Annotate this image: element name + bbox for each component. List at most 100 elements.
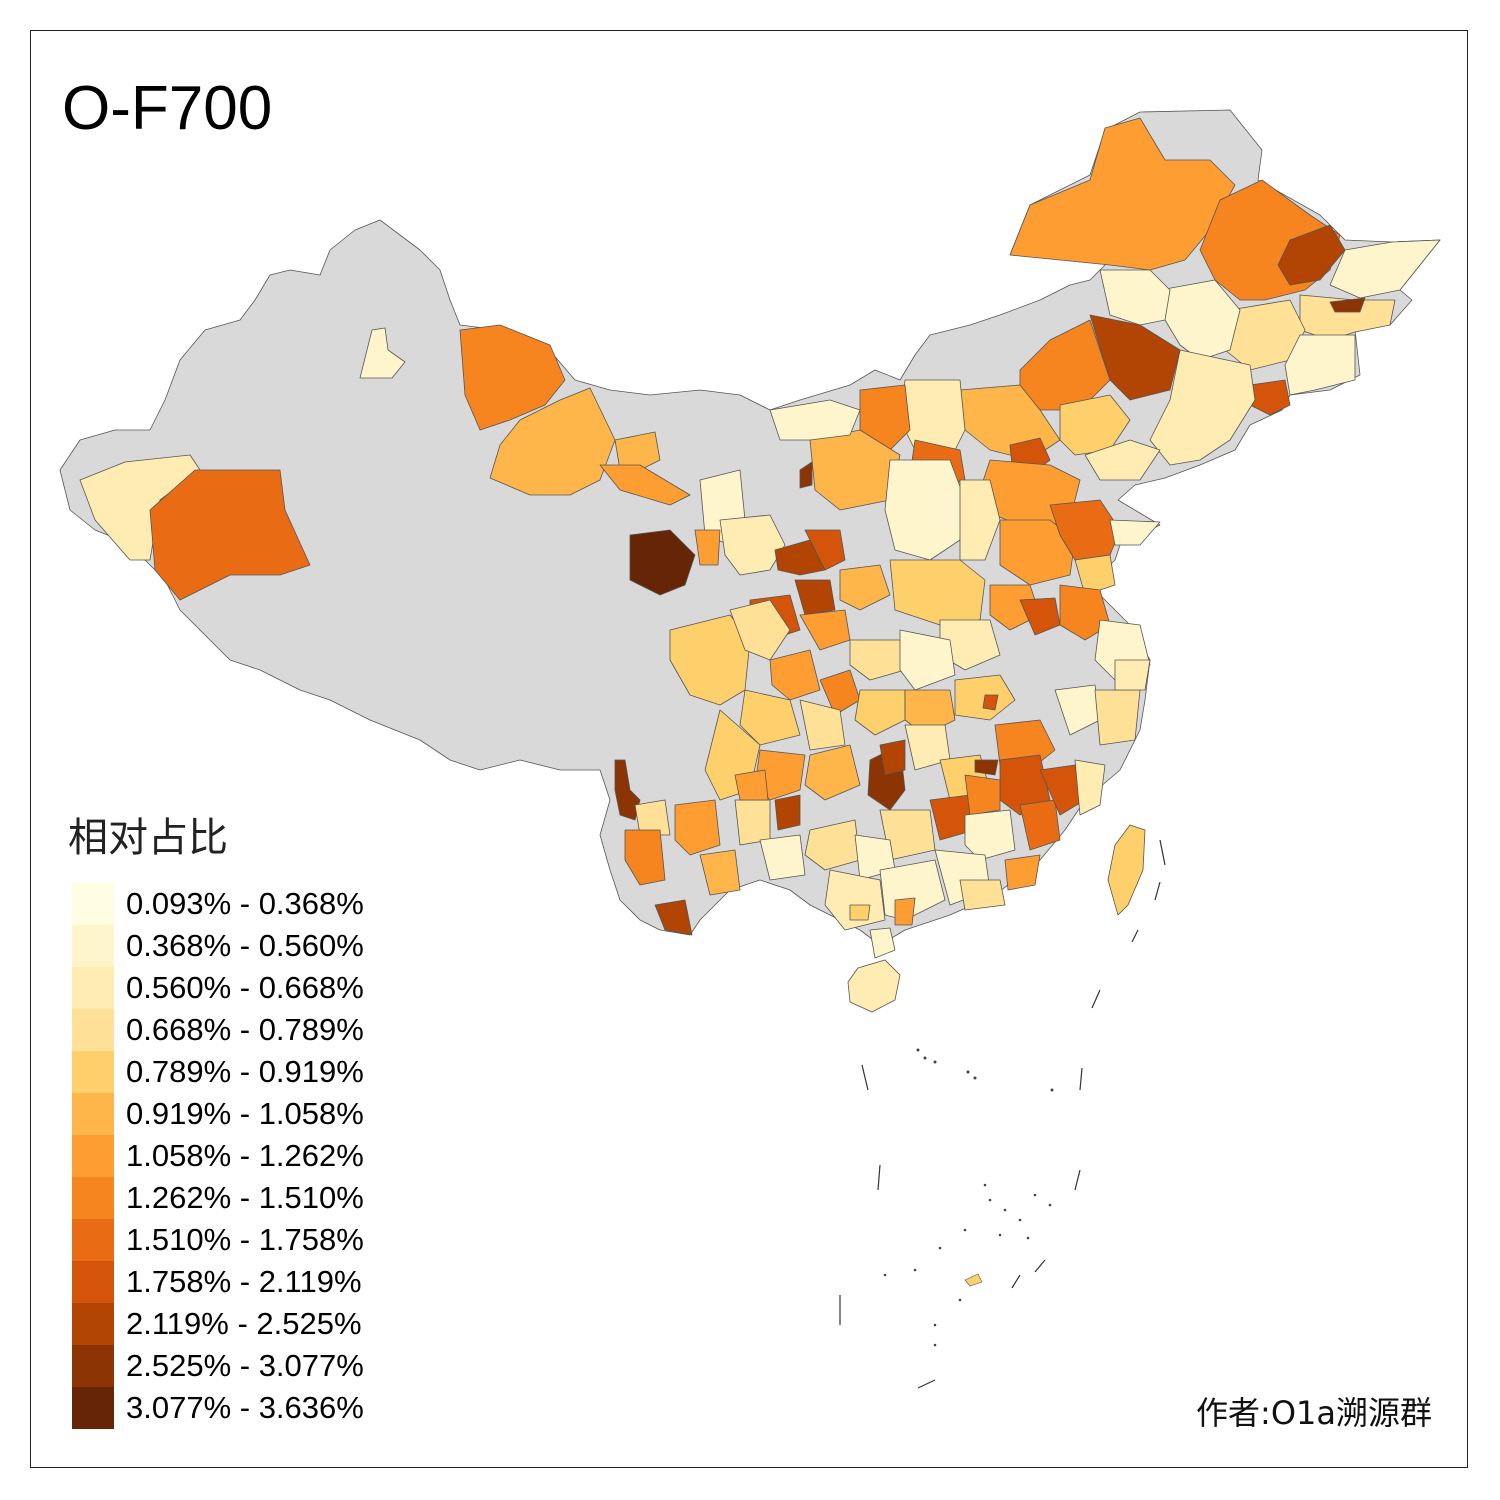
legend-swatch: [72, 1261, 114, 1303]
region-urumqi: [359, 327, 406, 379]
region-ganzhou: [964, 809, 1016, 861]
legend-item: 0.368% - 0.560%: [72, 925, 432, 967]
region-beihai: [849, 904, 871, 921]
region-enshi: [854, 689, 906, 736]
region-shaanxi-c: [839, 564, 891, 611]
legend-swatch: [72, 925, 114, 967]
region-haixi: [629, 529, 696, 596]
legend-swatch: [72, 1177, 114, 1219]
region-kashgar: [79, 454, 201, 561]
legend-label: 0.560% - 0.668%: [126, 970, 364, 1005]
map-frame: [30, 30, 1468, 1468]
region-qingdao: [1074, 554, 1116, 596]
region-dali: [674, 799, 721, 856]
legend-label: 2.525% - 3.077%: [126, 1348, 364, 1383]
region-bijie: [804, 819, 861, 871]
legend-label: 1.510% - 1.758%: [126, 1222, 364, 1257]
region-huaihua: [879, 739, 906, 776]
legend-swatch: [72, 967, 114, 1009]
region-guangxi-w: [824, 869, 886, 931]
region-nanchong: [799, 699, 846, 751]
legend-swatch: [72, 1387, 114, 1429]
legend-label: 1.262% - 1.510%: [126, 1180, 364, 1215]
region-yulin: [804, 529, 846, 571]
region-weihai: [1109, 519, 1161, 546]
region-fujian-w: [1019, 799, 1061, 851]
region-hainan: [847, 959, 901, 1013]
region-liaoning-e: [1284, 334, 1356, 396]
region-zhanjiang: [869, 927, 896, 959]
legend-item: 0.560% - 0.668%: [72, 967, 432, 1009]
legend-item: 2.525% - 3.077%: [72, 1345, 432, 1387]
legend-item: 1.262% - 1.510%: [72, 1177, 432, 1219]
region-jiangxi-e: [974, 759, 999, 776]
legend-swatch: [72, 883, 114, 925]
region-guangzhou: [959, 879, 1006, 911]
legend-item: 0.093% - 0.368%: [72, 883, 432, 925]
region-zhejiang-e: [1094, 689, 1141, 746]
region-tangshan: [1084, 439, 1161, 481]
region-shandong-w: [999, 519, 1076, 586]
region-harbin: [1277, 224, 1346, 286]
region-shanxi-c: [884, 459, 966, 561]
legend-swatch: [72, 1345, 114, 1387]
legend-item: 1.758% - 2.119%: [72, 1261, 432, 1303]
legend-title: 相对占比: [68, 815, 228, 861]
region-chengdu: [739, 689, 801, 746]
region-wenshan: [759, 834, 806, 881]
region-liaoning-c: [1149, 349, 1256, 466]
legend-swatch: [72, 1009, 114, 1051]
region-chongqing-w: [804, 744, 861, 801]
legend-label: 0.919% - 1.058%: [126, 1096, 364, 1131]
region-mudanjiang: [1329, 239, 1441, 299]
legend-item: 0.789% - 0.919%: [72, 1051, 432, 1093]
region-shanxi-e: [959, 479, 1001, 561]
region-xiangyang: [899, 629, 956, 691]
region-hami: [489, 387, 616, 496]
region-yibin: [774, 794, 801, 831]
region-lincang: [624, 829, 666, 886]
region-gansu-b: [599, 464, 691, 506]
region-aba: [729, 599, 791, 661]
region-jiangxi-w: [964, 774, 1001, 816]
legend-item: 1.510% - 1.758%: [72, 1219, 432, 1261]
region-shantou: [1004, 854, 1041, 891]
legend-item: 2.119% - 2.525%: [72, 1303, 432, 1345]
region-gansu-c: [719, 514, 786, 576]
region-shiyan: [849, 639, 906, 681]
region-nansha-island: [964, 1273, 983, 1287]
legend-label: 0.668% - 0.789%: [126, 1012, 364, 1047]
region-kunming: [734, 799, 771, 846]
region-shanghai: [1114, 659, 1151, 691]
region-honghe: [734, 769, 769, 801]
region-mianyang: [769, 649, 821, 701]
legend-label: 1.058% - 1.262%: [126, 1138, 364, 1173]
legend-label: 3.077% - 3.636%: [126, 1390, 364, 1425]
region-xining: [694, 529, 721, 566]
legend-label: 1.758% - 2.119%: [126, 1264, 362, 1299]
region-wuhai: [799, 461, 813, 489]
region-chuxiong: [699, 849, 741, 896]
region-henan-e: [989, 584, 1041, 631]
region-taiwan: [1107, 824, 1146, 916]
region-jilin-w: [1159, 279, 1241, 361]
legend-label: 2.119% - 2.525%: [126, 1306, 362, 1341]
region-jiangsu-n: [1059, 584, 1111, 641]
region-fujian-e: [1074, 759, 1106, 816]
south-china-sea-lines: [839, 839, 1166, 1389]
legend-swatch: [72, 1093, 114, 1135]
region-hotan: [149, 469, 311, 601]
region-qinzhou: [894, 897, 916, 926]
legend-item: 0.919% - 1.058%: [72, 1093, 432, 1135]
region-baoshan: [634, 799, 671, 836]
legend-item: 1.058% - 1.262%: [72, 1135, 432, 1177]
south-china-sea-islands: [883, 1048, 1054, 1347]
author-credit: 作者:O1a溯源群: [1196, 1394, 1432, 1432]
region-hulunbuir: [1009, 117, 1236, 271]
region-alxa-e: [769, 399, 861, 441]
legend-label: 0.789% - 0.919%: [126, 1054, 364, 1089]
legend-swatch: [72, 1303, 114, 1345]
region-huanggang: [982, 694, 999, 711]
legend-item: 0.668% - 0.789%: [72, 1009, 432, 1051]
